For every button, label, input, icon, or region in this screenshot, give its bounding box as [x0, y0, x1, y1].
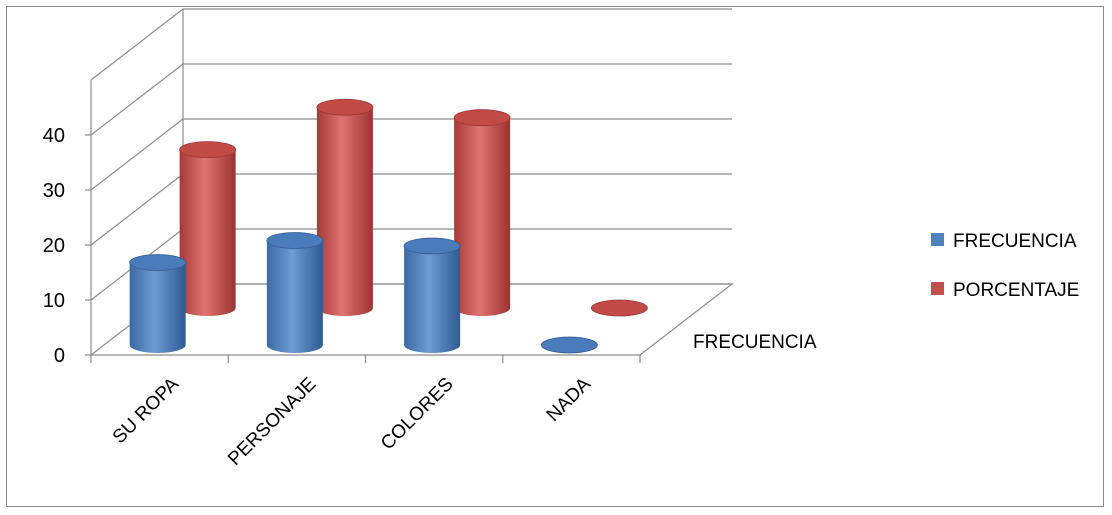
- series-frecuencia: [129, 232, 598, 354]
- y-tick-label: 0: [54, 345, 65, 367]
- legend-label-frecuencia: FRECUENCIA: [953, 231, 1077, 252]
- bar-frecuencia: [540, 336, 598, 354]
- bar-frecuencia: [129, 254, 187, 353]
- bar-porcentaje: [453, 109, 511, 316]
- category-label: SU ROPA: [109, 373, 184, 448]
- bar-porcentaje: [590, 299, 648, 317]
- y-tick-label: 30: [43, 180, 65, 202]
- legend: FRECUENCIA PORCENTAJE: [931, 231, 1079, 301]
- bar-frecuencia: [403, 237, 461, 353]
- y-tick-label: 40: [43, 125, 65, 147]
- bar-frecuencia: [266, 232, 324, 353]
- bar-porcentaje: [179, 141, 237, 316]
- category-label: COLORES: [377, 374, 458, 455]
- category-labels: SU ROPA PERSONAJE COLORES NADA: [90, 355, 641, 470]
- y-tick-label: 20: [43, 235, 65, 257]
- series-porcentaje: [179, 98, 648, 317]
- bar-porcentaje: [316, 98, 374, 316]
- legend-label-porcentaje: PORCENTAJE: [953, 280, 1079, 301]
- category-label: PERSONAJE: [224, 374, 320, 470]
- category-label: NADA: [543, 373, 595, 425]
- y-tick-label: 10: [43, 290, 65, 312]
- depth-axis-label: FRECUENCIA: [693, 332, 817, 353]
- y-axis-ticks: 0 10 20 30 40: [43, 125, 91, 367]
- gridline: [90, 8, 732, 81]
- gridline: [90, 63, 732, 136]
- legend-swatch-frecuencia: [931, 233, 944, 246]
- legend-swatch-porcentaje: [931, 282, 944, 295]
